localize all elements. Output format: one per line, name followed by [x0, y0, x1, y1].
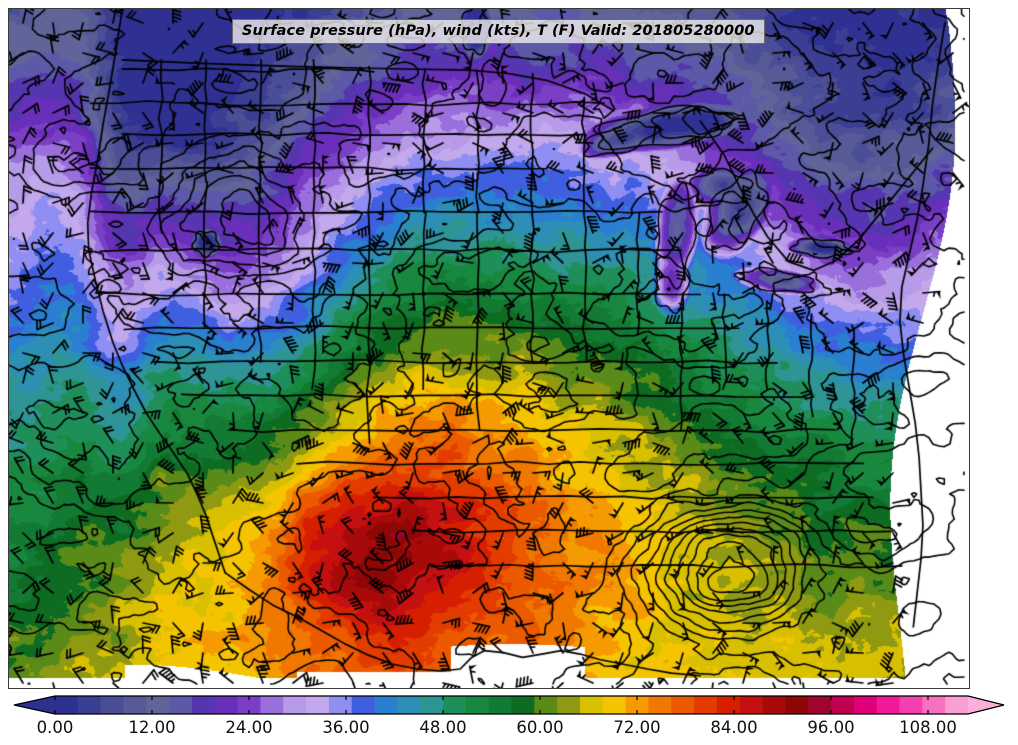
colorbar-tick-label: 72.00	[613, 718, 661, 737]
map-frame	[8, 8, 970, 689]
colorbar-tick-label: 60.00	[516, 718, 564, 737]
colorbar-tick-label: 84.00	[710, 718, 758, 737]
colorbar-tick-label: 48.00	[419, 718, 467, 737]
colorbar-gradient	[13, 695, 1005, 715]
colorbar-tick-label: 36.00	[322, 718, 370, 737]
colorbar-tick-label: 0.00	[36, 718, 74, 737]
colorbar-tick-label: 96.00	[807, 718, 855, 737]
weather-map-canvas[interactable]	[9, 9, 969, 688]
colorbar-tick-label: 12.00	[128, 718, 176, 737]
colorbar[interactable]: 0.00 12.00 24.00 36.00 48.00 60.00 72.00 84.00 9…	[0, 694, 1018, 745]
colorbar-tick-label: 24.00	[225, 718, 273, 737]
colorbar-tick-label: 108.00	[899, 718, 957, 737]
map-title: Surface pressure (hPa), wind (kts), T (F…	[232, 19, 765, 44]
